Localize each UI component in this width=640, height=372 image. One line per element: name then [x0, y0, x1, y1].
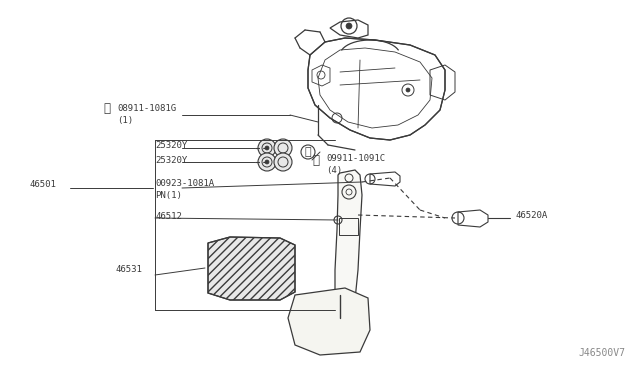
- Circle shape: [406, 88, 410, 92]
- Polygon shape: [288, 288, 370, 355]
- Text: 46512: 46512: [155, 212, 182, 221]
- Text: 25320Y: 25320Y: [155, 155, 188, 164]
- Circle shape: [258, 139, 276, 157]
- Text: Ⓝ: Ⓝ: [104, 102, 111, 115]
- Text: J46500V7: J46500V7: [578, 348, 625, 358]
- Text: Ⓝ: Ⓝ: [305, 147, 311, 157]
- Circle shape: [346, 23, 352, 29]
- Circle shape: [274, 139, 292, 157]
- Polygon shape: [208, 237, 295, 300]
- Circle shape: [258, 153, 276, 171]
- Text: 08911-1081G: 08911-1081G: [117, 103, 176, 112]
- Circle shape: [274, 153, 292, 171]
- Text: 46531: 46531: [115, 266, 142, 275]
- Polygon shape: [335, 170, 362, 318]
- Text: 46520A: 46520A: [515, 211, 547, 219]
- Circle shape: [265, 160, 269, 164]
- Polygon shape: [308, 38, 445, 140]
- Text: (1): (1): [117, 115, 133, 125]
- Text: (4): (4): [326, 166, 342, 174]
- Text: 46501: 46501: [30, 180, 57, 189]
- Text: 25320Y: 25320Y: [155, 141, 188, 150]
- Text: 00923-1081A: 00923-1081A: [155, 179, 214, 187]
- Text: 09911-1091C: 09911-1091C: [326, 154, 385, 163]
- Text: Ⓝ: Ⓝ: [312, 154, 319, 167]
- Text: PN(1): PN(1): [155, 190, 182, 199]
- Circle shape: [265, 146, 269, 150]
